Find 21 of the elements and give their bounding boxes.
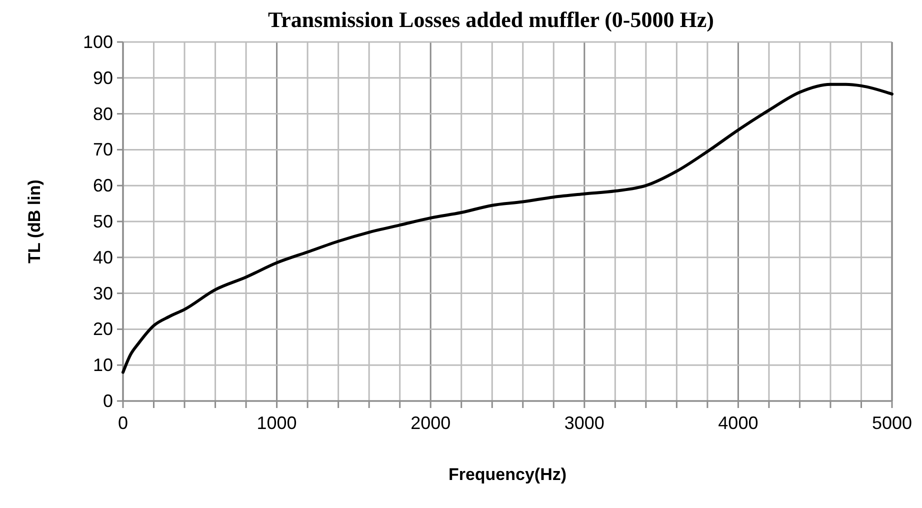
y-tick-label: 30 (92, 283, 113, 304)
x-tick-label: 0 (118, 413, 128, 433)
y-axis-title: TL (dB lin) (25, 180, 44, 264)
x-tick-label: 4000 (718, 413, 758, 433)
y-tick-label: 80 (92, 104, 113, 124)
chart-title: Transmission Losses added muffler (0-5000 Hz) (268, 7, 714, 32)
x-axis-title: Frequency(Hz) (448, 465, 567, 484)
x-tick-label: 1000 (256, 413, 297, 433)
line-series (122, 82, 894, 374)
y-tick-label: 40 (92, 247, 113, 268)
y-tick-label: 100 (82, 32, 113, 52)
y-tick-label: 20 (92, 319, 113, 340)
x-tick-label: 3000 (564, 413, 604, 433)
y-tick-label: 90 (92, 68, 113, 88)
y-tick-label: 60 (92, 176, 113, 196)
y-tick-label: 70 (92, 140, 113, 160)
x-tick-label: 2000 (410, 413, 451, 433)
y-tick-label: 10 (92, 355, 113, 376)
x-tick-label: 5000 (872, 413, 912, 433)
y-tick-label: 0 (102, 391, 113, 411)
y-tick-label: 50 (92, 212, 113, 232)
